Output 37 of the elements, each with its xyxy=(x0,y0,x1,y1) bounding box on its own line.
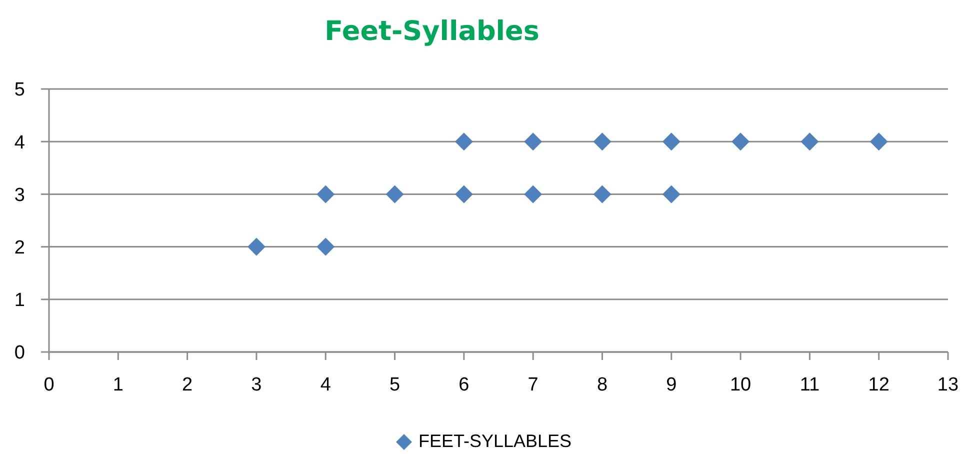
x-tick-label: 9 xyxy=(666,374,677,396)
x-tick-label: 1 xyxy=(112,374,124,396)
point xyxy=(593,185,612,204)
y-tick-label: 2 xyxy=(14,238,25,259)
y-tick-label: 1 xyxy=(14,290,25,312)
x-tick-label: 0 xyxy=(44,374,54,396)
point xyxy=(247,238,266,256)
y-tick-label: 4 xyxy=(14,132,26,154)
point xyxy=(732,132,750,151)
x-tick-label: 10 xyxy=(730,374,752,396)
x-tick-label: 11 xyxy=(800,374,820,396)
legend-label: FEET-SYLLABLES xyxy=(418,431,572,452)
point xyxy=(386,185,404,204)
point xyxy=(593,132,612,151)
point xyxy=(454,185,473,204)
x-tick-label: 8 xyxy=(596,374,608,396)
chart-title: Feet-Syllables xyxy=(324,16,540,47)
x-tick-label: 4 xyxy=(320,374,332,396)
point xyxy=(454,132,473,151)
point xyxy=(316,238,335,256)
point xyxy=(662,185,680,204)
point xyxy=(524,132,542,151)
x-tick-label: 2 xyxy=(182,374,193,396)
x-tick-label: 7 xyxy=(528,374,538,396)
point xyxy=(524,185,542,204)
x-tick-label: 6 xyxy=(458,374,470,396)
y-tick-label: 3 xyxy=(14,184,25,206)
x-tick-label: 12 xyxy=(868,374,890,396)
point xyxy=(800,132,819,151)
x-tick-label: 13 xyxy=(937,374,959,396)
x-tick-label: 3 xyxy=(251,374,262,396)
point xyxy=(662,132,680,151)
y-tick-label: 0 xyxy=(14,342,25,364)
x-tick-label: 5 xyxy=(389,374,400,396)
point xyxy=(870,132,888,151)
y-tick-label: 5 xyxy=(14,80,25,101)
point xyxy=(316,185,335,204)
